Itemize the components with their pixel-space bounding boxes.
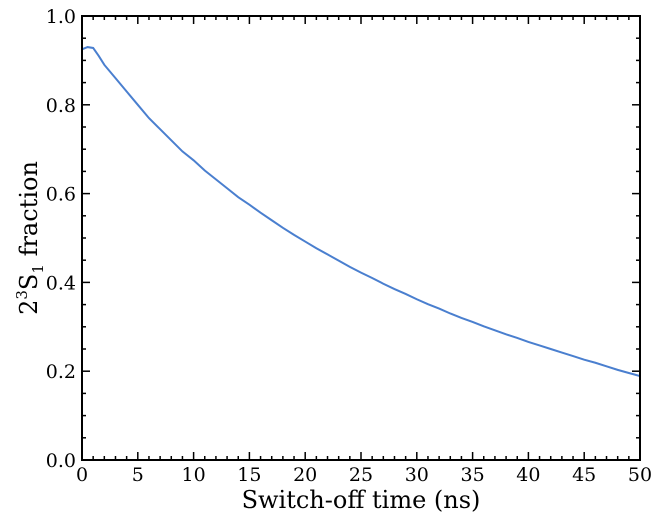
y-label-prefix: 2 bbox=[15, 300, 43, 315]
x-tick-label: 20 bbox=[293, 464, 317, 486]
y-tick-label: 0.8 bbox=[46, 95, 76, 117]
x-axis-label: Switch-off time (ns) bbox=[242, 486, 481, 514]
y-tick-labels: 0.0 0.2 0.4 0.6 0.8 1.0 bbox=[46, 6, 76, 472]
y-tick-label: 0.6 bbox=[46, 184, 76, 206]
y-label-suffix: fraction bbox=[15, 161, 43, 264]
x-tick-label: 15 bbox=[237, 464, 261, 486]
x-tick-label: 35 bbox=[461, 464, 485, 486]
x-tick-label: 45 bbox=[572, 464, 596, 486]
y-tick-label: 0.0 bbox=[46, 450, 76, 472]
y-tick-label: 0.4 bbox=[46, 272, 76, 294]
plot-frame bbox=[81, 15, 641, 461]
y-axis-label: 23S1 fraction bbox=[13, 161, 47, 315]
series-line bbox=[81, 46, 641, 378]
y-tick-label: 0.2 bbox=[46, 361, 76, 383]
x-tick-label: 0 bbox=[76, 464, 88, 486]
x-tick-label: 50 bbox=[628, 464, 652, 486]
x-tick-labels: 0 5 10 15 20 25 30 35 40 45 50 bbox=[76, 464, 652, 486]
x-tick-label: 40 bbox=[516, 464, 540, 486]
ticks-layer bbox=[81, 15, 641, 461]
x-tick-label: 5 bbox=[132, 464, 144, 486]
y-label-superscript: 3 bbox=[13, 290, 31, 300]
y-tick-label: 1.0 bbox=[46, 6, 76, 28]
y-label-subscript: 1 bbox=[29, 264, 47, 274]
x-tick-label: 10 bbox=[182, 464, 206, 486]
x-tick-label: 25 bbox=[349, 464, 373, 486]
y-label-base: S bbox=[15, 274, 43, 290]
x-tick-label: 30 bbox=[405, 464, 429, 486]
